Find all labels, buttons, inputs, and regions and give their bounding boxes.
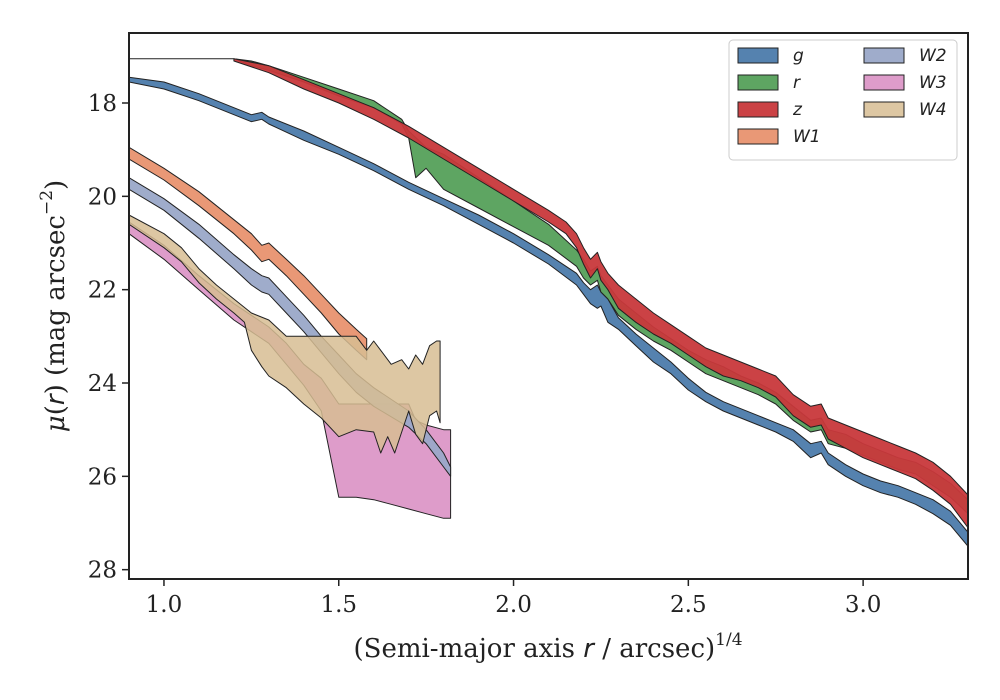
x-axis-title: (Semi-major axis r / arcsec)1/4	[353, 630, 742, 664]
x-tick-label: 1.0	[146, 592, 183, 618]
legend-swatch-z	[737, 101, 779, 118]
y-tick-label: 20	[88, 184, 117, 210]
band-r	[129, 58, 968, 515]
legend-swatch-w2	[863, 47, 905, 64]
y-tick-label: 26	[88, 464, 117, 490]
x-tick-label: 2.5	[670, 592, 707, 618]
legend-label-z: z	[792, 100, 803, 120]
y-tick-label: 24	[88, 371, 117, 397]
y-tick-label: 22	[88, 278, 117, 304]
series-bands	[129, 58, 968, 547]
legend-swatch-w1	[737, 128, 779, 145]
legend-label-w1: W1	[793, 127, 821, 147]
legend-label-r: r	[793, 73, 801, 93]
x-tick-label: 1.5	[320, 592, 357, 618]
legend-label-w2: W2	[919, 46, 947, 66]
band-z	[233, 58, 968, 529]
legend-label-g: g	[793, 46, 804, 66]
y-axis-title: μ(r) (mag arcsec−2)	[37, 180, 71, 432]
y-tick-label: 28	[88, 558, 117, 584]
legend-swatch-r	[737, 74, 779, 91]
legend-label-w3: W3	[919, 73, 947, 93]
legend-swatch-w4	[863, 101, 905, 118]
x-tick-label: 3.0	[845, 592, 882, 618]
legend-swatch-g	[737, 47, 779, 64]
legend-swatch-w3	[863, 74, 905, 91]
plot-frame	[128, 32, 969, 580]
legend-label-w4: W4	[919, 100, 947, 120]
band-w4	[129, 214, 441, 454]
x-tick-label: 2.0	[495, 592, 532, 618]
axis-ticks: 1.0 1.5 2.0 2.5 3.0 18 20 22 24 26 28	[88, 91, 882, 618]
y-tick-label: 18	[88, 91, 117, 117]
legend: grz W1 W2 W3 W4	[728, 39, 958, 161]
band-g	[129, 76, 968, 547]
legend-frame	[728, 39, 958, 161]
